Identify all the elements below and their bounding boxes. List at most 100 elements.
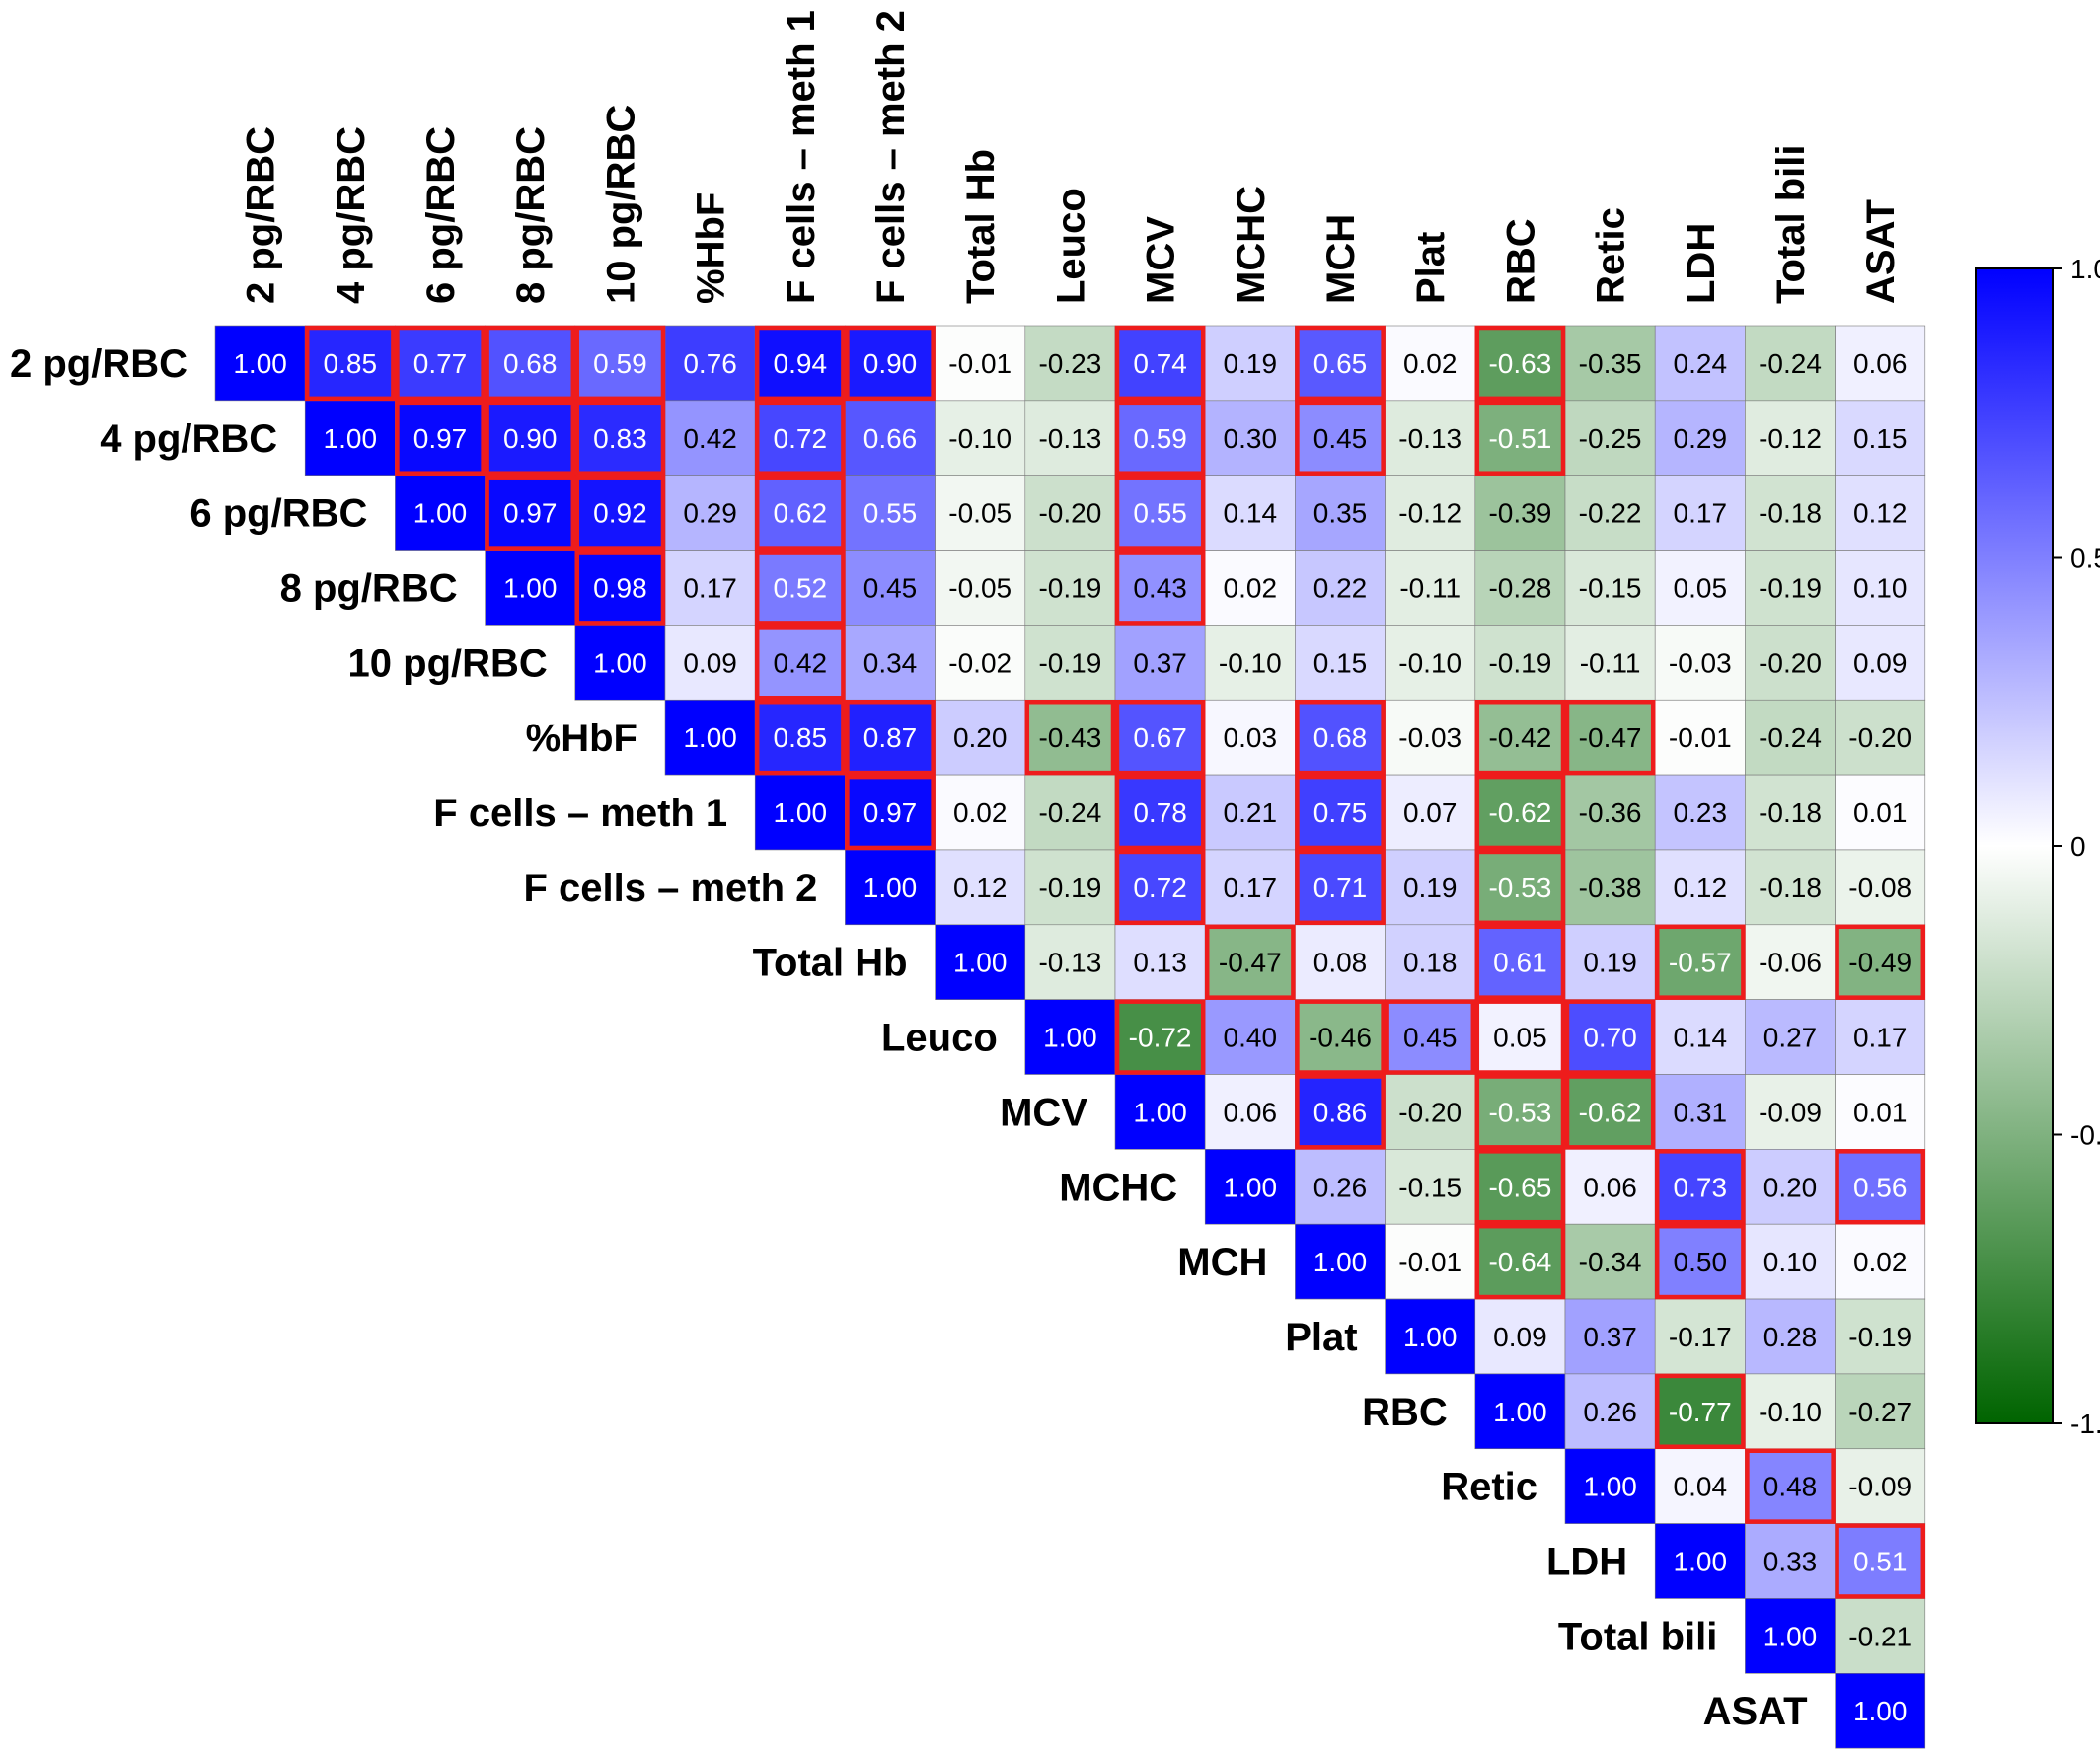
cell-value-label: -0.01 <box>948 348 1012 379</box>
heatmap-cell <box>1295 325 1386 402</box>
highlight-box <box>395 400 486 476</box>
cell-value-label: -0.35 <box>1579 348 1642 379</box>
heatmap-cell <box>1654 1074 1746 1150</box>
heatmap-cell <box>1835 1448 1926 1524</box>
cell-value-label: -0.18 <box>1759 873 1822 903</box>
column-label: %HbF <box>690 192 733 304</box>
heatmap-cell <box>1654 1223 1746 1300</box>
cell-value-label: -0.06 <box>1759 948 1822 978</box>
cell-value-label: 0.73 <box>1674 1172 1728 1202</box>
heatmap-cell <box>1745 849 1836 926</box>
cell-value-label: -0.09 <box>1759 1097 1822 1127</box>
cell-value-label: 0.19 <box>1583 948 1637 978</box>
colorbar-tick-label: 0.5 <box>2070 543 2100 573</box>
heatmap-cell <box>845 699 936 776</box>
heatmap-cell <box>1654 1448 1746 1524</box>
cell-value-label: 0.42 <box>774 648 828 678</box>
cell-value-label: 0.30 <box>1224 423 1278 454</box>
column-label: 2 pg/RBC <box>240 126 283 304</box>
cell-value-label: -0.62 <box>1488 798 1551 828</box>
highlight-box <box>395 325 486 402</box>
cell-value-label: 1.00 <box>233 348 287 379</box>
cell-value-label: 1.00 <box>1493 1397 1547 1427</box>
heatmap-cell <box>1835 1523 1926 1599</box>
cell-value-label: -0.01 <box>1669 723 1732 753</box>
heatmap-cell <box>1564 999 1656 1075</box>
heatmap-cell <box>1564 1149 1656 1225</box>
cell-value-label: 0.35 <box>1313 498 1368 529</box>
cell-value-label: -0.09 <box>1848 1472 1912 1502</box>
heatmap-cell <box>1654 774 1746 851</box>
heatmap-cell <box>1204 625 1296 701</box>
heatmap-cell <box>664 325 756 402</box>
cell-value-label: 0.48 <box>1763 1472 1818 1502</box>
highlight-box <box>845 774 936 851</box>
heatmap-cell <box>1295 475 1386 551</box>
highlight-box <box>1474 1074 1566 1150</box>
cell-value-label: -0.57 <box>1669 948 1732 978</box>
cell-value-label: -0.10 <box>948 423 1012 454</box>
cell-value-label: 0.02 <box>1403 348 1458 379</box>
cell-value-label: 0.14 <box>1224 498 1278 529</box>
cell-value-label: 0.66 <box>863 423 918 454</box>
heatmap-cell <box>1385 924 1476 1000</box>
highlight-box <box>754 700 846 776</box>
cell-value-label: 0.76 <box>683 348 737 379</box>
heatmap-cell <box>1654 1149 1746 1225</box>
cell-value-label: -0.24 <box>1038 798 1101 828</box>
cell-value-label: 0.12 <box>1674 873 1728 903</box>
heatmap-cell <box>1474 475 1566 551</box>
cell-value-label: 1.00 <box>1224 1172 1278 1202</box>
heatmap-cell <box>1024 475 1116 551</box>
heatmap-cell <box>1745 699 1836 776</box>
cell-value-label: 0.23 <box>1674 798 1728 828</box>
highlight-box <box>1564 999 1656 1075</box>
highlight-box <box>754 475 846 551</box>
highlight-box <box>1114 325 1206 402</box>
cell-value-label: -0.51 <box>1488 423 1551 454</box>
cell-value-label: -0.08 <box>1848 873 1912 903</box>
heatmap-cell <box>1024 924 1116 1000</box>
heatmap-cell <box>1835 1298 1926 1375</box>
heatmap-cell <box>1564 400 1656 477</box>
column-label: Total Hb <box>959 149 1003 304</box>
heatmap-cell <box>1204 475 1296 551</box>
heatmap-cell <box>1564 550 1656 626</box>
column-label: F cells – meth 2 <box>869 10 913 304</box>
row-label: Retic <box>1441 1466 1538 1509</box>
heatmap-cell <box>935 924 1026 1000</box>
cell-value-label: -0.15 <box>1398 1172 1462 1202</box>
cell-value-label: 0.13 <box>1133 948 1187 978</box>
cell-value-label: -0.38 <box>1579 873 1642 903</box>
cell-value-label: 1.00 <box>1853 1696 1908 1726</box>
cell-value-label: -0.53 <box>1488 873 1551 903</box>
highlight-box <box>1385 999 1476 1075</box>
row-label: Plat <box>1285 1316 1357 1359</box>
cell-value-label: 0.05 <box>1674 572 1728 603</box>
cell-value-label: 1.00 <box>1763 1621 1818 1651</box>
heatmap-cell <box>574 625 666 701</box>
heatmap-cell <box>1835 849 1926 926</box>
cell-value-label: 0.17 <box>683 572 737 603</box>
highlight-box <box>1295 999 1386 1075</box>
cell-value-label: -0.27 <box>1848 1397 1912 1427</box>
highlight-box <box>574 325 666 402</box>
heatmap-cell <box>1564 699 1656 776</box>
cell-value-label: -0.19 <box>1759 572 1822 603</box>
cell-value-label: -0.47 <box>1219 948 1282 978</box>
heatmap-cell <box>1564 1298 1656 1375</box>
cell-value-label: 1.00 <box>593 648 647 678</box>
heatmap-cell <box>1024 849 1116 926</box>
cell-value-label: 0.14 <box>1674 1023 1728 1053</box>
row-label: %HbF <box>526 717 638 760</box>
heatmap-cell <box>1564 1223 1656 1300</box>
cell-value-label: 0.72 <box>774 423 828 454</box>
cell-value-label: -0.43 <box>1038 723 1101 753</box>
column-label: MCV <box>1140 216 1183 304</box>
cell-value-label: 1.00 <box>953 948 1008 978</box>
cell-value-label: -0.19 <box>1038 873 1101 903</box>
cell-value-label: -0.10 <box>1759 1397 1822 1427</box>
row-label: ASAT <box>1703 1690 1808 1733</box>
heatmap-cell <box>1835 1074 1926 1150</box>
heatmap-cell <box>1835 1598 1926 1674</box>
